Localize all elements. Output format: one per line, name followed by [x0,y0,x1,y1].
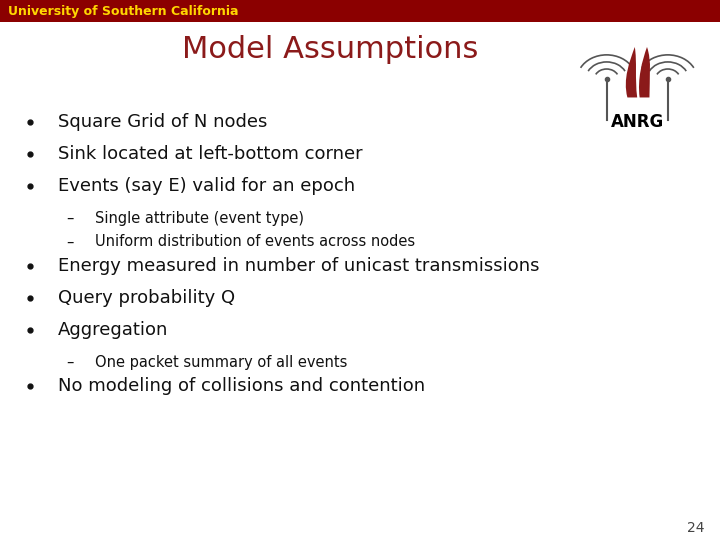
Text: Query probability Q: Query probability Q [58,289,235,307]
Text: Events (say E) valid for an epoch: Events (say E) valid for an epoch [58,177,355,195]
Text: –: – [66,234,73,249]
Text: –: – [66,354,73,369]
Text: Energy measured in number of unicast transmissions: Energy measured in number of unicast tra… [58,257,539,275]
PathPatch shape [639,47,650,97]
PathPatch shape [626,47,637,97]
Text: Sink located at left-bottom corner: Sink located at left-bottom corner [58,145,363,163]
Text: One packet summary of all events: One packet summary of all events [95,354,347,369]
Text: Square Grid of N nodes: Square Grid of N nodes [58,113,267,131]
Text: Uniform distribution of events across nodes: Uniform distribution of events across no… [95,234,415,249]
Text: University of Southern California: University of Southern California [8,4,238,17]
Text: No modeling of collisions and contention: No modeling of collisions and contention [58,377,425,395]
Bar [0,0,720,22]
Text: Model Assumptions: Model Assumptions [182,36,478,64]
Text: 24: 24 [688,521,705,535]
Text: –: – [66,211,73,226]
Text: ANRG: ANRG [611,113,664,131]
Text: Aggregation: Aggregation [58,321,168,339]
Text: Single attribute (event type): Single attribute (event type) [95,211,304,226]
